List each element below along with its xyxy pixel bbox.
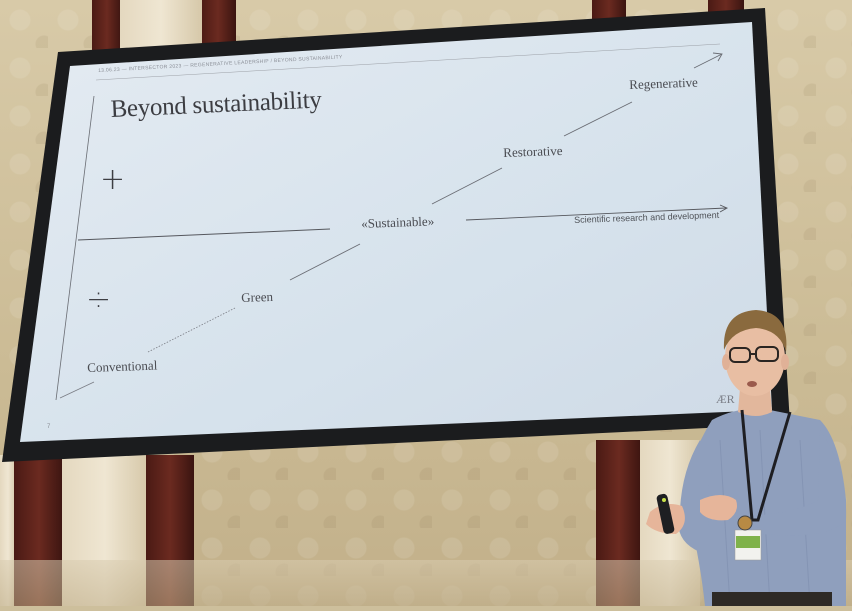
header-rule — [95, 43, 721, 81]
page-number: 7 — [47, 424, 51, 430]
neck — [738, 388, 772, 416]
progress-line — [431, 167, 503, 205]
arrow-head-icon — [712, 52, 723, 62]
wristwatch-icon — [737, 515, 753, 531]
divider-line — [77, 228, 331, 241]
mouth — [747, 381, 757, 387]
brand-logo: ÆR — [716, 392, 735, 406]
hair — [723, 310, 787, 352]
badge-green-band — [736, 536, 760, 548]
divide-icon: ÷ — [86, 282, 112, 317]
arrow-head-icon — [719, 204, 729, 213]
plus-icon: + — [100, 162, 126, 197]
research-arrow — [465, 207, 727, 221]
progress-line — [289, 243, 361, 281]
right-hand — [700, 495, 737, 521]
progress-line — [147, 307, 236, 353]
belt — [712, 592, 832, 606]
presentation-clicker-icon — [656, 493, 675, 534]
left-sleeve — [678, 440, 716, 552]
right-sleeve — [752, 430, 847, 536]
vertical-axis — [55, 95, 95, 401]
head — [725, 320, 785, 396]
progress-line — [693, 53, 723, 69]
progress-line — [563, 101, 633, 137]
lanyard — [740, 409, 792, 522]
progress-line — [59, 381, 95, 399]
slide-surface — [20, 22, 772, 442]
